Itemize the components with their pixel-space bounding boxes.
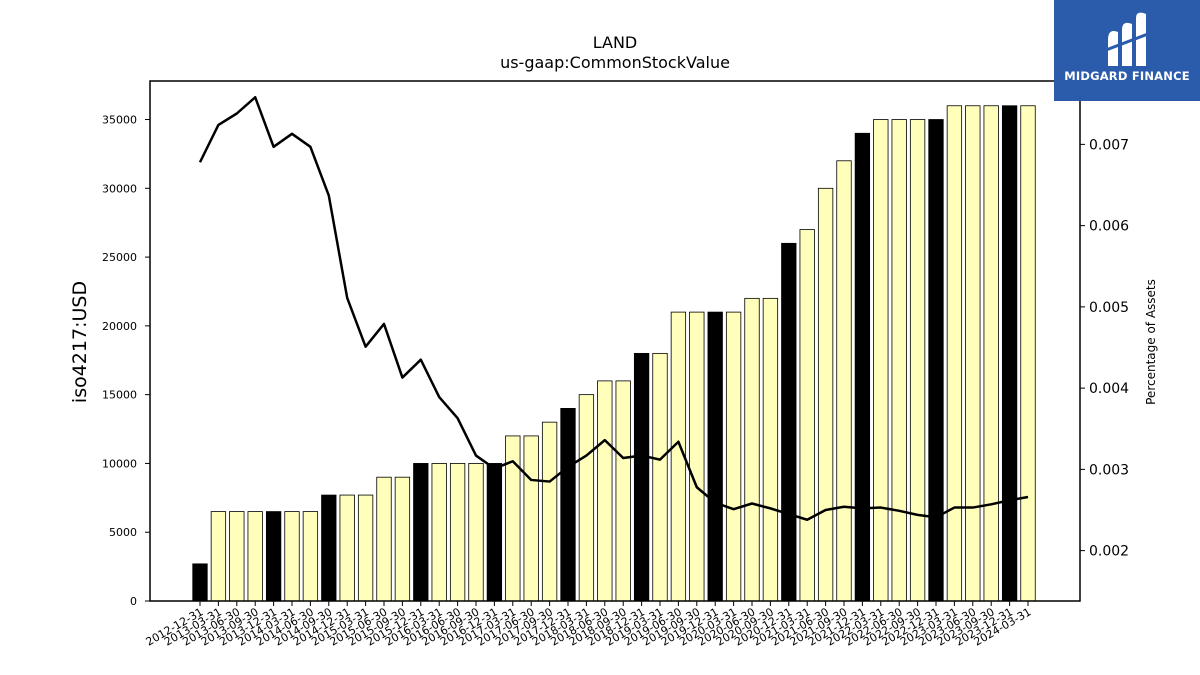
bar-2012-12-31 (192, 563, 208, 602)
bar-2015-06-30 (376, 476, 392, 602)
bar-2019-09-30 (689, 311, 705, 602)
bar-2018-09-30 (615, 380, 631, 602)
bar-2022-06-30 (891, 119, 907, 602)
y-tick-label: 10000 (102, 457, 137, 470)
chart-subtitle: us-gaap:CommonStockValue (500, 53, 730, 72)
bar-2022-09-30 (909, 119, 926, 602)
y2-tick-label: 0.002 (1089, 544, 1129, 560)
y-tick-label: 25000 (102, 251, 137, 264)
bar-2017-09-30 (541, 421, 558, 602)
bar-2020-06-30 (744, 297, 760, 602)
bar-2022-03-31 (873, 119, 889, 602)
chart-title: LAND (593, 33, 638, 52)
y-tick-label: 35000 (102, 114, 137, 127)
y2-tick-label: 0.004 (1089, 381, 1129, 397)
y2-tick-label: 0.003 (1089, 462, 1129, 478)
bar-2014-03-31 (284, 511, 300, 602)
bar-2015-09-30 (394, 476, 411, 602)
logo-text: MIDGARD FINANCE (1064, 69, 1190, 83)
axes-group: 0 5000 10000 15000 20000 25000 30000 35000 0.002… (102, 80, 1129, 649)
y-tick-label: 0 (130, 595, 137, 608)
percentage-line-group (198, 96, 1029, 521)
y2-tick-label: 0.007 (1089, 137, 1129, 153)
y-axis-label: iso4217:USD (69, 281, 91, 403)
y-tick-label: 5000 (109, 526, 137, 539)
y2-axis-label: Percentage of Assets (1144, 279, 1158, 405)
bar-2020-09-30 (762, 297, 779, 602)
percentage-of-assets-line (198, 96, 1029, 521)
bar-2016-09-30 (468, 463, 484, 602)
y2-tick-label: 0.005 (1089, 300, 1129, 316)
y-tick-label: 15000 (102, 389, 137, 402)
bar-2014-12-31 (339, 494, 355, 602)
bar-2021-06-30 (817, 187, 834, 602)
midgard-finance-logo: MIDGARD FINANCE (1054, 0, 1200, 101)
bars-group (192, 105, 1036, 602)
bar-2017-06-30 (523, 435, 539, 602)
bar-2015-12-31 (413, 463, 429, 602)
bar-2016-06-30 (449, 463, 466, 602)
bar-2024-03-31 (1020, 105, 1036, 602)
bar-2016-12-31 (486, 463, 503, 602)
bar-2022-12-31 (928, 119, 944, 602)
logo-mark-icon (1105, 12, 1149, 66)
bar-2021-12-31 (854, 132, 871, 602)
bar-2019-03-31 (652, 352, 668, 602)
bar-2021-03-31 (799, 229, 815, 602)
bar-2013-06-30 (229, 511, 245, 602)
bar-2014-06-30 (302, 511, 319, 602)
bar-2014-09-30 (321, 494, 337, 602)
bar-2018-03-31 (578, 394, 595, 602)
y-tick-label: 20000 (102, 320, 137, 333)
y-tick-label: 30000 (102, 182, 137, 195)
bar-2018-12-31 (633, 352, 650, 602)
bar-2017-12-31 (560, 408, 576, 602)
bar-2021-09-30 (836, 160, 852, 602)
bar-2013-09-30 (247, 511, 263, 602)
bar-2023-06-30 (965, 105, 981, 602)
bar-2023-03-31 (946, 105, 963, 602)
y2-tick-label: 0.006 (1089, 219, 1129, 235)
bar-2016-03-31 (431, 463, 447, 602)
bar-2013-12-31 (265, 511, 282, 602)
bar-2023-12-31 (1001, 105, 1018, 602)
bar-2020-03-31 (725, 311, 742, 602)
bar-2023-09-30 (983, 105, 999, 602)
bar-2019-12-31 (707, 311, 723, 602)
bar-2013-03-31 (210, 511, 227, 602)
bar-2015-03-31 (357, 494, 374, 602)
bar-2018-06-30 (597, 380, 613, 602)
bar-2020-12-31 (781, 242, 797, 602)
plot-frame (149, 80, 1081, 602)
